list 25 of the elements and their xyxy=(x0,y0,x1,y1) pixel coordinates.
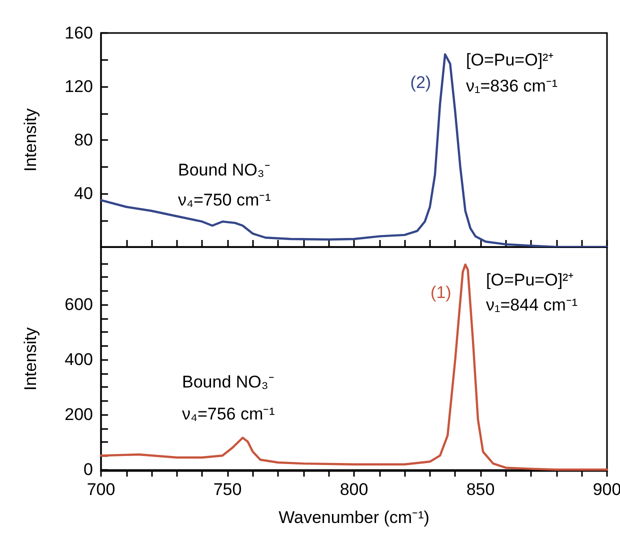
y-tick-label: 400 xyxy=(64,350,93,370)
annotation: ν₁=836 cm⁻¹ xyxy=(466,76,558,96)
y-tick-label: 120 xyxy=(64,77,93,96)
annotation: Bound NO₃⁻ xyxy=(182,372,274,392)
y-tick-label: 160 xyxy=(64,24,93,42)
y-axis-title: Intensity xyxy=(21,326,40,391)
y-tick-label: 0 xyxy=(84,460,93,480)
annotation: ν₄=756 cm⁻¹ xyxy=(182,404,276,424)
x-tick-label: 750 xyxy=(213,480,242,499)
x-tick-label: 700 xyxy=(86,480,116,499)
x-axis-title: Wavenumber (cm⁻¹) xyxy=(278,508,430,527)
y-tick-label: 600 xyxy=(64,295,93,314)
annotation: [O=Pu=O]²⁺ xyxy=(466,50,554,70)
y-axis-title: Intensity xyxy=(21,108,40,172)
annotation: Bound NO₃⁻ xyxy=(178,160,270,180)
x-tick-label: 850 xyxy=(466,480,495,499)
y-tick-label: 80 xyxy=(74,130,93,150)
annotation: ν₄=750 cm⁻¹ xyxy=(178,190,272,210)
x-tick-label: 800 xyxy=(340,480,368,499)
y-tick-label: 200 xyxy=(64,405,93,424)
series-label: (1) xyxy=(430,283,452,302)
annotation: ν₁=844 cm⁻¹ xyxy=(486,296,578,314)
annotation: [O=Pu=O]²⁺ xyxy=(486,270,574,290)
series-label: (2) xyxy=(410,72,432,92)
y-tick-label: 40 xyxy=(74,184,93,203)
